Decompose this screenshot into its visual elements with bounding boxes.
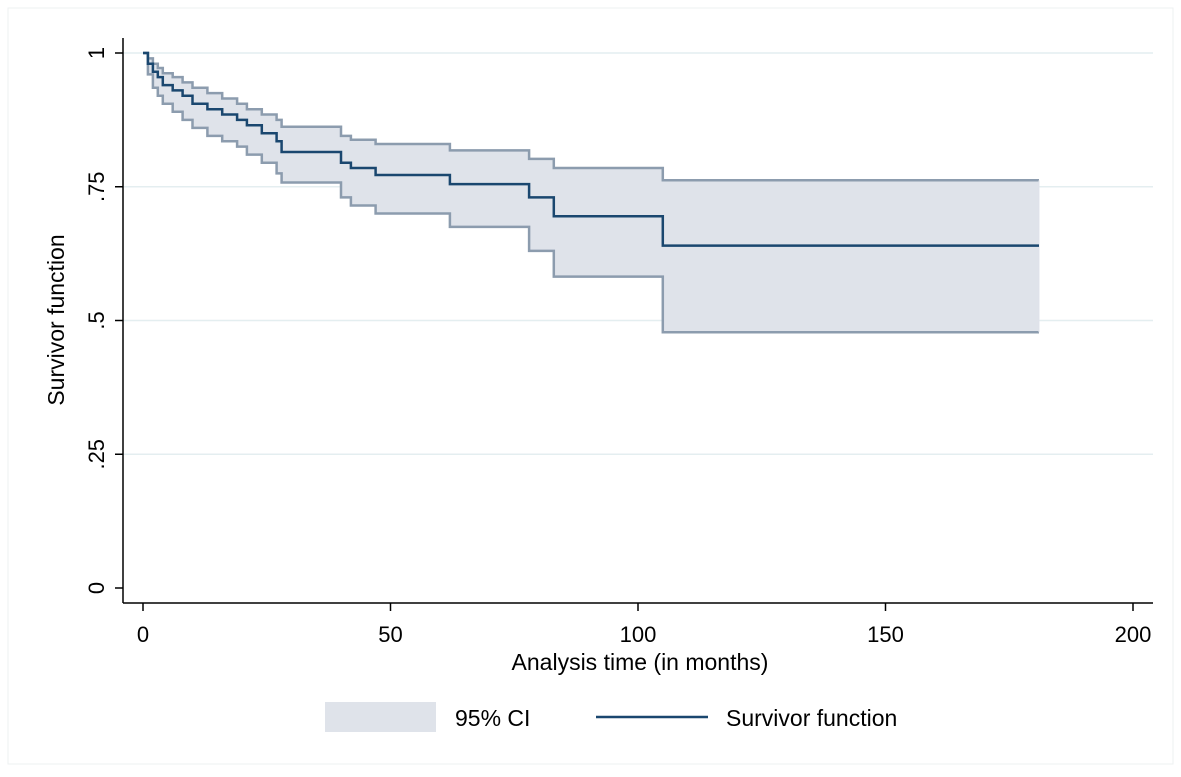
legend-ci-label: 95% CI bbox=[455, 705, 530, 731]
plot-frame bbox=[7, 7, 1174, 765]
y-axis-title: Survivor function bbox=[43, 234, 69, 405]
legend-ci-swatch bbox=[325, 702, 436, 732]
x-axis-title: Analysis time (in months) bbox=[512, 649, 769, 675]
y-tick-label: 0 bbox=[84, 582, 109, 594]
y-tick-label: .75 bbox=[84, 171, 109, 202]
legend: 95% CI Survivor function bbox=[325, 702, 897, 732]
legend-survivor-label: Survivor function bbox=[726, 705, 897, 731]
y-tick-label: .25 bbox=[84, 439, 109, 470]
x-tick-label: 100 bbox=[620, 622, 657, 647]
ci-band bbox=[143, 53, 1039, 333]
ci-layer bbox=[143, 51, 1040, 334]
x-tick-label: 0 bbox=[137, 622, 149, 647]
y-tick-label: 1 bbox=[84, 47, 109, 59]
x-tick-label: 150 bbox=[867, 622, 904, 647]
tick-layer: 0 50 100 150 200 0 .25 .5 .75 1 bbox=[84, 47, 1151, 647]
survivor-function-line bbox=[143, 51, 1039, 247]
ci-upper-bound bbox=[143, 51, 1039, 182]
x-tick-label: 50 bbox=[378, 622, 402, 647]
ci-lower-bound bbox=[143, 51, 1039, 334]
x-tick-label: 200 bbox=[1115, 622, 1152, 647]
y-tick-label: .5 bbox=[84, 311, 109, 329]
line-layer bbox=[143, 51, 1039, 247]
